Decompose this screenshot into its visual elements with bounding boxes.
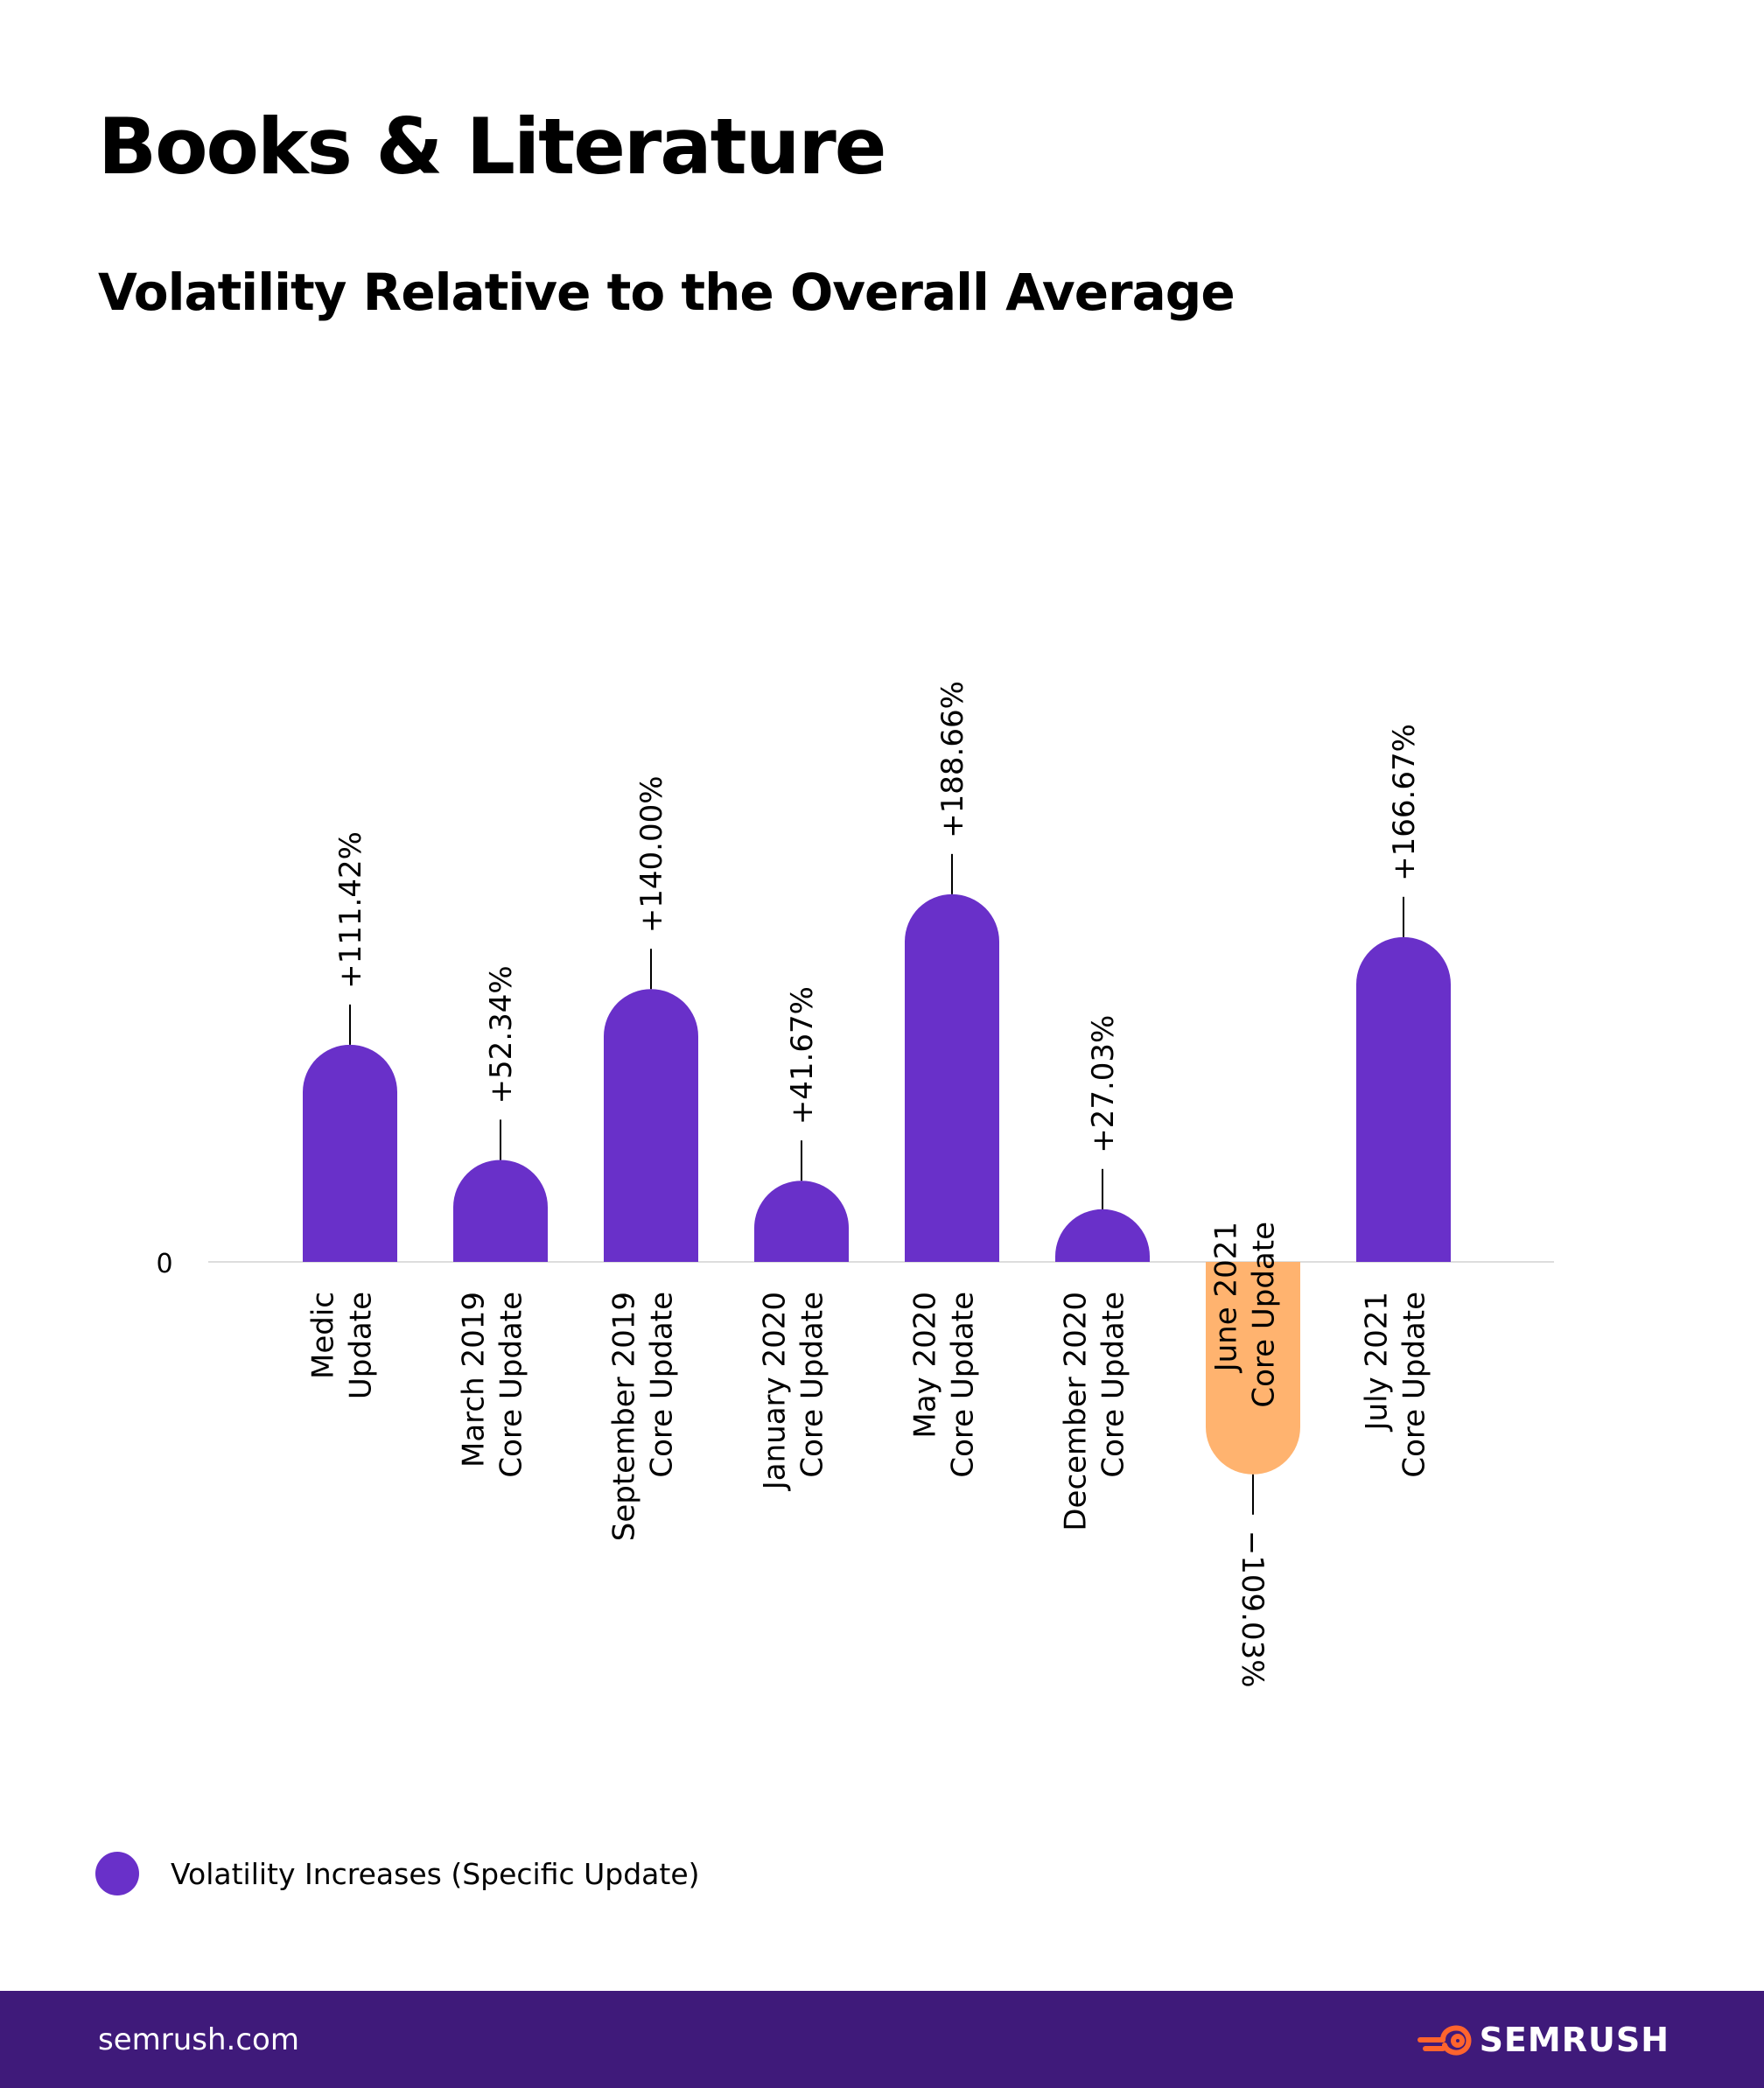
- bar-4: [754, 1181, 849, 1262]
- bar-8: [1356, 936, 1451, 1262]
- category-label-1-line-2: Update: [344, 1292, 379, 1399]
- bar-6: [1055, 1209, 1150, 1262]
- volatility-bar-chart: 0+111.42%Medic Update+52.34%March 2019 Cor…: [156, 681, 1554, 1688]
- category-label-8-line-1: July 2021: [1360, 1292, 1395, 1432]
- footer-site-link[interactable]: semrush.com: [98, 2021, 299, 2057]
- chart-subtitle: Volatility Relative to the Overall Avera…: [98, 263, 1236, 322]
- value-label-5: +188.66%: [935, 681, 970, 838]
- category-label-7-line-1: June 2021: [1209, 1222, 1244, 1373]
- bar-1: [303, 1044, 397, 1262]
- semrush-fire-icon: [1417, 2025, 1472, 2056]
- category-label-4-line-2: Core Update: [795, 1292, 830, 1478]
- category-label-2-line-1: March 2019: [457, 1292, 492, 1468]
- page-title: Books & Literature: [98, 102, 886, 192]
- footer-bar: semrush.com SEMRUSH: [0, 1991, 1764, 2088]
- category-label-3-line-2: Core Update: [645, 1292, 680, 1478]
- brand-name: SEMRUSH: [1479, 2020, 1670, 2059]
- legend-label: Volatility Increases (Specific Update): [171, 1856, 700, 1891]
- bar-3: [604, 989, 698, 1262]
- bar-7: [1206, 1262, 1300, 1475]
- legend-dot-icon: [95, 1852, 139, 1895]
- value-label-7: −109.03%: [1235, 1531, 1270, 1688]
- category-label-5-line-1: May 2020: [908, 1292, 943, 1439]
- category-label-6-line-2: Core Update: [1096, 1292, 1131, 1478]
- category-label-3-line-1: September 2019: [607, 1292, 642, 1541]
- category-label-2-line-2: Core Update: [494, 1292, 529, 1478]
- category-label-5-line-2: Core Update: [946, 1292, 981, 1478]
- value-label-4: +41.67%: [785, 986, 820, 1125]
- y-axis-zero-label: 0: [156, 1249, 172, 1279]
- value-label-3: +140.00%: [634, 775, 669, 933]
- category-label-1-line-1: Medic: [306, 1292, 341, 1379]
- value-label-6: +27.03%: [1086, 1015, 1121, 1153]
- value-label-1: +111.42%: [333, 831, 368, 989]
- category-label-4-line-1: January 2020: [758, 1292, 793, 1491]
- bar-5: [905, 893, 999, 1262]
- brand-logo: SEMRUSH: [1417, 2021, 1670, 2059]
- value-label-8: +166.67%: [1387, 724, 1422, 881]
- chart-legend: Volatility Increases (Specific Update): [95, 1850, 700, 1897]
- category-label-8-line-2: Core Update: [1397, 1292, 1432, 1478]
- category-label-7-line-2: Core Update: [1247, 1222, 1282, 1408]
- category-label-6-line-1: December 2020: [1059, 1292, 1094, 1531]
- value-label-2: +52.34%: [484, 965, 519, 1104]
- bar-2: [453, 1160, 548, 1262]
